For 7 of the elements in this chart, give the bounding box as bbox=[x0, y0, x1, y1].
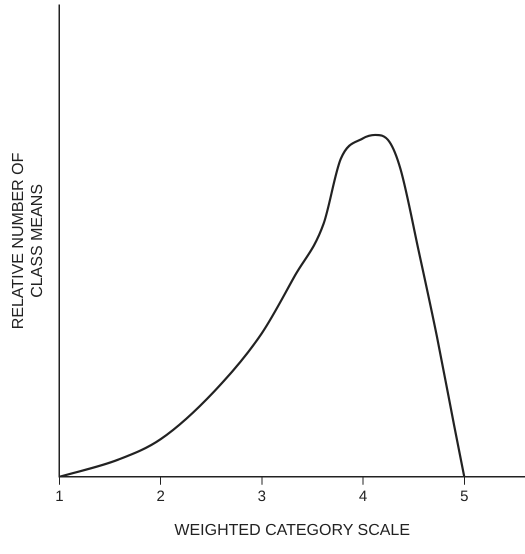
y-axis-title: RELATIVE NUMBER OF CLASS MEANS bbox=[10, 152, 46, 330]
x-tick-label: 3 bbox=[258, 488, 266, 505]
x-tick-label: 2 bbox=[156, 488, 165, 505]
x-tick-label: 5 bbox=[460, 488, 468, 505]
x-tick-label: 4 bbox=[358, 488, 368, 505]
x-tick-label: 1 bbox=[55, 488, 64, 505]
x-axis-title: WEIGHTED CATEGORY SCALE bbox=[174, 522, 410, 539]
